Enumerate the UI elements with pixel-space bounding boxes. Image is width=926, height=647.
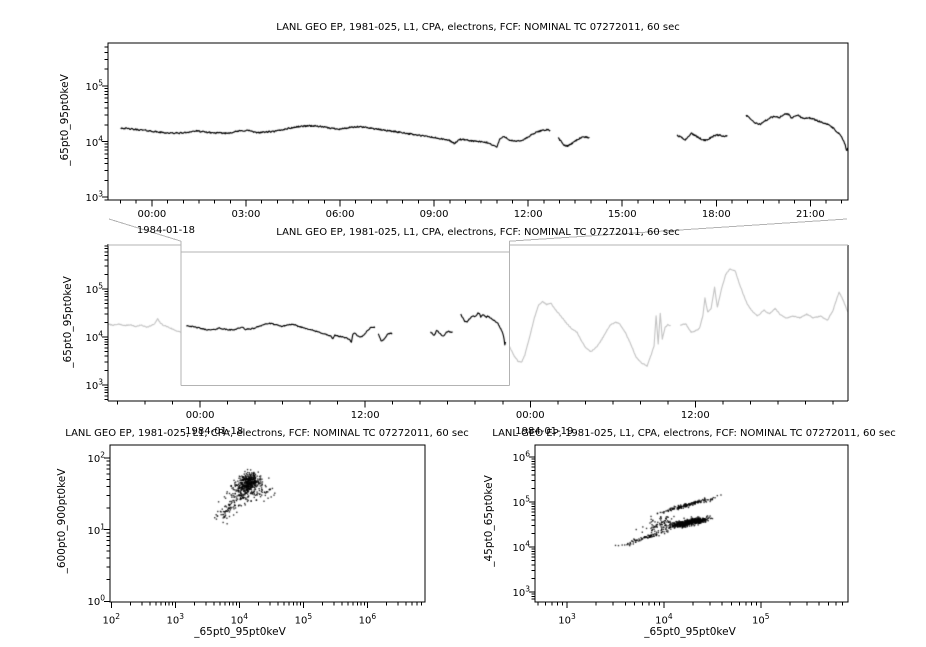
scatter-left-xlabel: _65pt0_95pt0keV: [194, 626, 286, 638]
scatter-left-plot-area[interactable]: [110, 445, 425, 602]
top-panel-title: LANL GEO EP, 1981-025, L1, CPA, electron…: [276, 22, 680, 33]
scatter-right-plot-area[interactable]: [535, 445, 848, 602]
scatter-right-ylabel: _45pt0_65pt0keV: [483, 475, 495, 567]
top-panel-plot-area[interactable]: [108, 43, 848, 200]
overview-panel-ylabel: _65pt0_95pt0keV: [62, 276, 74, 368]
overview-panel-plot-area[interactable]: [108, 244, 848, 401]
top-panel-ylabel: _65pt0_95pt0keV: [59, 74, 71, 166]
scatter-right-xlabel: _65pt0_95pt0keV: [644, 626, 736, 638]
overview-panel-title: LANL GEO EP, 1981-025, L1, CPA, electron…: [276, 227, 680, 238]
scatter-left-ylabel: _600pt0_900pt0keV: [56, 468, 68, 574]
scatter-right-title: LANL GEO EP, 1981-025, L1, CPA, electron…: [492, 428, 896, 439]
scatter-left-title: LANL GEO EP, 1981-025, L1, CPA, electron…: [65, 428, 469, 439]
